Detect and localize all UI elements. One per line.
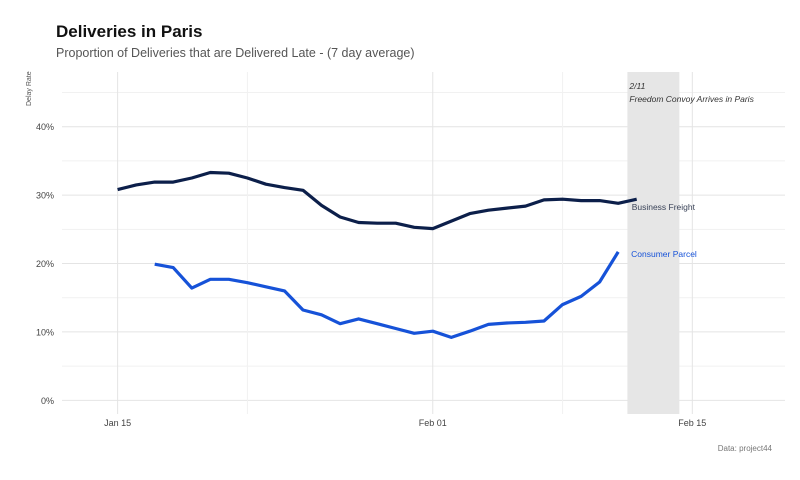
annotation-date: 2/11 bbox=[628, 81, 645, 91]
consumer-parcel-line bbox=[154, 251, 620, 339]
y-tick-label: 40% bbox=[36, 122, 54, 132]
x-tick-label: Jan 15 bbox=[104, 418, 131, 428]
axis-ticks: 0% 10% 20% 30% 40% Jan 15 Feb 01 Feb 15 bbox=[36, 122, 706, 428]
business-freight-label: Business Freight bbox=[632, 202, 696, 212]
series-labels: Business Freight Consumer Parcel bbox=[631, 202, 697, 259]
chart-title: Deliveries in Paris bbox=[56, 22, 203, 41]
x-tick-label: Feb 01 bbox=[419, 418, 447, 428]
data-source-caption: Data: project44 bbox=[717, 444, 772, 453]
y-tick-label: 0% bbox=[41, 396, 54, 406]
y-tick-label: 10% bbox=[36, 327, 54, 337]
chart-subtitle: Proportion of Deliveries that are Delive… bbox=[56, 46, 415, 60]
y-tick-label: 20% bbox=[36, 259, 54, 269]
consumer-parcel-label: Consumer Parcel bbox=[631, 249, 697, 259]
convoy-shaded-region bbox=[627, 72, 680, 414]
series-group bbox=[117, 170, 638, 339]
y-tick-label: 30% bbox=[36, 191, 54, 201]
annotation-text: Freedom Convoy Arrives in Paris bbox=[629, 94, 754, 104]
y-axis-label: Delay Rate bbox=[26, 71, 33, 106]
business-freight-line bbox=[117, 170, 638, 231]
x-tick-label: Feb 15 bbox=[678, 418, 706, 428]
